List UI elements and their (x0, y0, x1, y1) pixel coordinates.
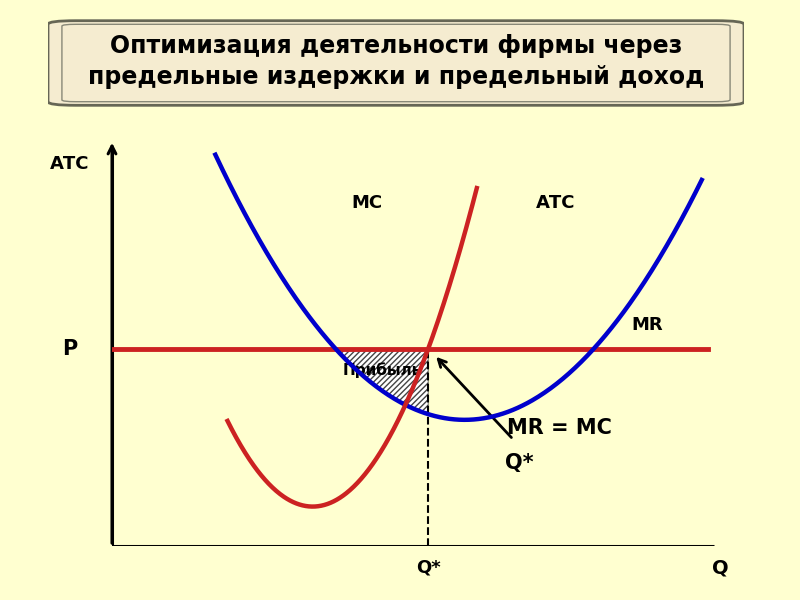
Text: МС: МС (352, 194, 383, 212)
FancyBboxPatch shape (62, 24, 730, 101)
Text: Р: Р (62, 339, 77, 359)
Text: Q*: Q* (416, 559, 441, 577)
Text: МR: МR (631, 316, 663, 334)
Text: Прибыль: Прибыль (342, 362, 422, 377)
Text: Q: Q (712, 558, 728, 577)
Text: АТС: АТС (50, 155, 89, 173)
Text: АТС: АТС (536, 194, 575, 212)
Polygon shape (336, 349, 428, 414)
Text: МR = МС: МR = МС (507, 418, 612, 438)
FancyBboxPatch shape (48, 20, 744, 106)
Text: Q*: Q* (505, 453, 534, 473)
Text: Оптимизация деятельности фирмы через
предельные издержки и предельный доход: Оптимизация деятельности фирмы через пре… (88, 34, 704, 89)
